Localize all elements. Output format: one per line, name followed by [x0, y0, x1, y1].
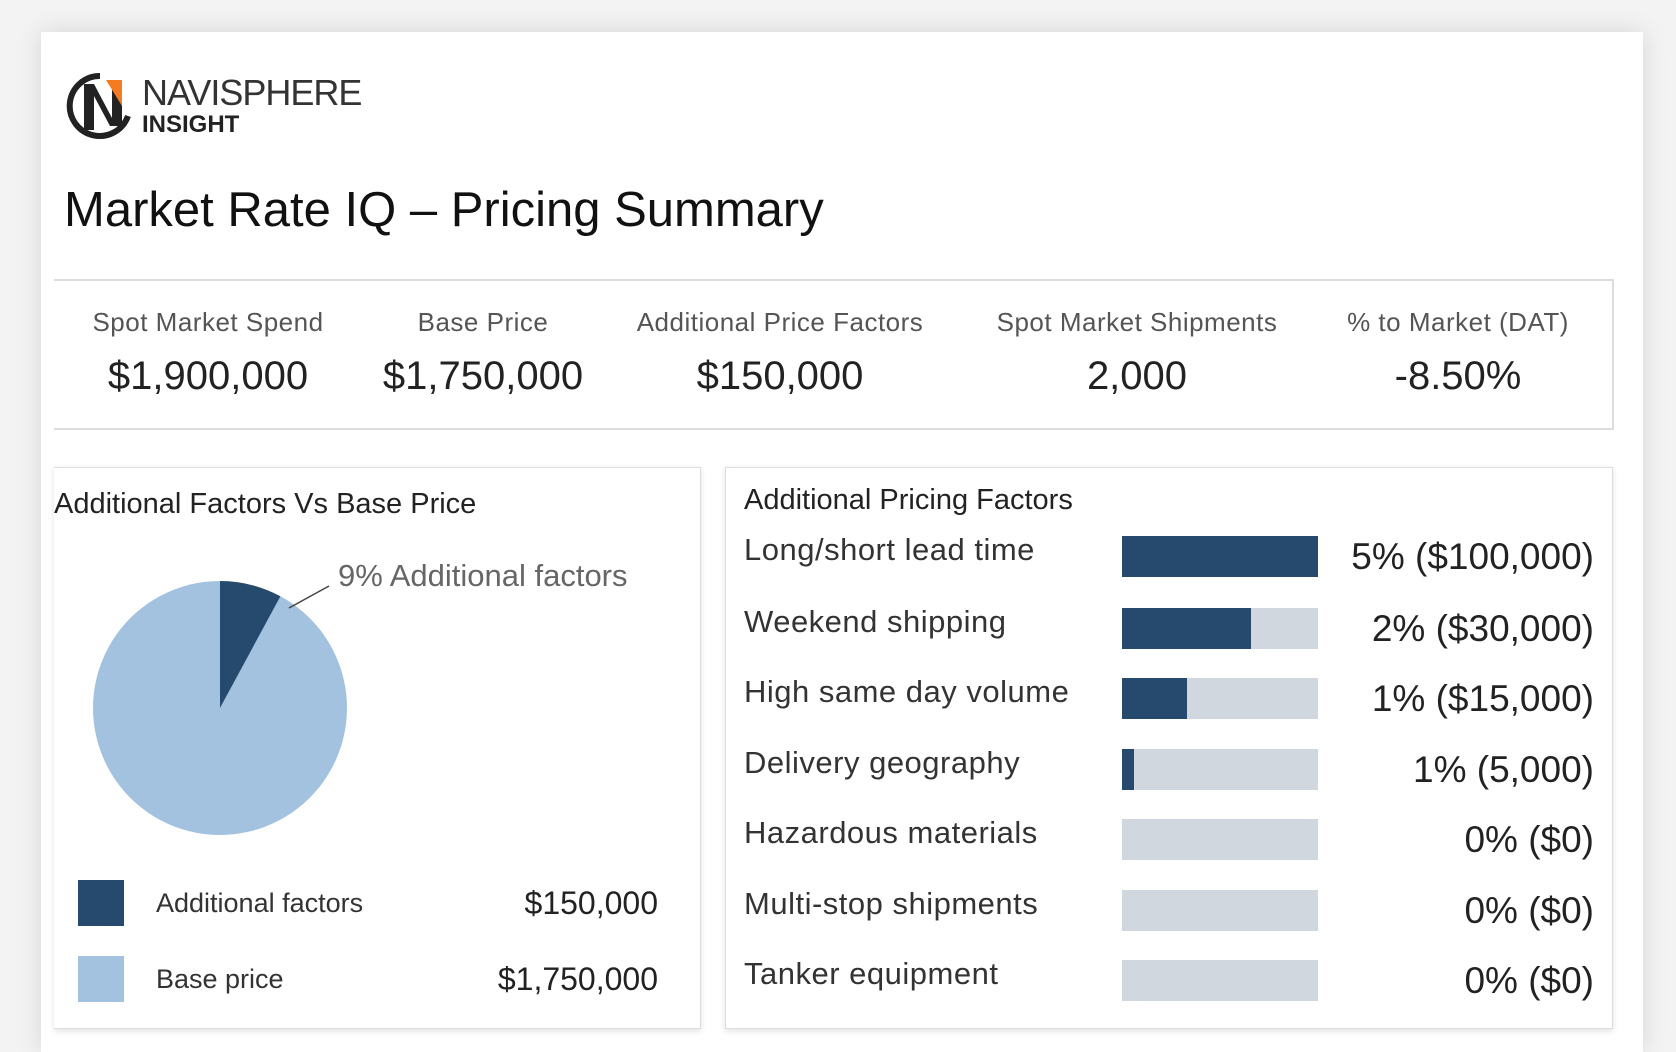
panel-title: Additional Factors Vs Base Price	[54, 488, 477, 520]
factor-row: Long/short lead time 5% ($100,000)	[744, 532, 1594, 578]
additional-vs-base-panel: Additional Factors Vs Base Price 9% Addi…	[54, 467, 701, 1029]
factor-value: 1% ($15,000)	[1371, 678, 1594, 719]
additional-pricing-factors-panel: Additional Pricing Factors Long/short le…	[725, 467, 1613, 1029]
factor-label: Multi-stop shipments	[744, 886, 1039, 921]
factor-bar-track	[1122, 960, 1318, 1001]
navisphere-logo: NAVISPHERE INSIGHT	[64, 70, 362, 142]
factor-row: Multi-stop shipments 0% ($0)	[744, 886, 1594, 932]
factor-bar-fill	[1122, 608, 1252, 649]
legend-value: $1,750,000	[497, 960, 658, 997]
factor-value: 1% (5,000)	[1413, 749, 1594, 790]
stat-value: $1,750,000	[382, 354, 584, 398]
factor-row: Tanker equipment 0% ($0)	[744, 956, 1594, 1002]
pie-chart: 9% Additional factors	[92, 558, 628, 835]
legend-swatch	[78, 880, 124, 926]
factor-label: Tanker equipment	[744, 956, 999, 991]
factor-bar-track	[1122, 890, 1318, 931]
logo-sub: INSIGHT	[142, 111, 240, 138]
logo-name: NAVISPHERE	[142, 72, 362, 113]
factor-bar-fill	[1122, 678, 1187, 719]
pie-callout: 9% Additional factors	[338, 558, 628, 593]
pie-slice-additional-factors	[220, 581, 281, 708]
factor-row: Weekend shipping 2% ($30,000)	[744, 604, 1594, 650]
factor-bar-track	[1122, 678, 1318, 719]
factor-bar-fill	[1122, 536, 1318, 577]
legend-item-additional: Additional factors $150,000	[78, 880, 658, 926]
factor-row: Delivery geography 1% (5,000)	[744, 745, 1594, 791]
factor-bar-track	[1122, 819, 1318, 860]
legend-value: $150,000	[524, 884, 658, 921]
factor-value: 2% ($30,000)	[1371, 608, 1594, 649]
stat-label: Spot Market Spend	[92, 307, 324, 337]
factor-value: 0% ($0)	[1464, 890, 1594, 931]
factor-label: Delivery geography	[744, 745, 1021, 780]
stat-value: $1,900,000	[107, 354, 309, 398]
stat-base-price: Base Price $1,750,000	[318, 307, 648, 399]
factor-bar-track	[1122, 536, 1318, 577]
factor-row: Hazardous materials 0% ($0)	[744, 815, 1594, 861]
legend-label: Additional factors	[156, 887, 364, 918]
stats-bar: Spot Market Spend $1,900,000 Base Price …	[54, 279, 1614, 430]
stat-label: % to Market (DAT)	[1347, 307, 1569, 337]
factor-label: High same day volume	[744, 674, 1070, 709]
factor-value: 5% ($100,000)	[1351, 536, 1594, 577]
factor-value: 0% ($0)	[1464, 960, 1594, 1001]
factor-bar-track	[1122, 608, 1318, 649]
stat-additional-price-factors: Additional Price Factors $150,000	[615, 307, 945, 399]
pie-callout-line	[288, 585, 330, 609]
stat-value: 2,000	[1086, 354, 1188, 398]
stat-label: Base Price	[417, 307, 549, 337]
legend-label: Base price	[156, 963, 284, 994]
factor-label: Weekend shipping	[744, 604, 1007, 639]
factor-label: Hazardous materials	[744, 815, 1038, 850]
stat-value: -8.50%	[1394, 354, 1522, 398]
legend-swatch	[78, 956, 124, 1002]
stat-label: Spot Market Shipments	[996, 307, 1278, 337]
page-title: Market Rate IQ – Pricing Summary	[64, 183, 824, 237]
stat-spot-market-spend: Spot Market Spend $1,900,000	[43, 307, 373, 399]
stat-label: Additional Price Factors	[636, 307, 924, 337]
factor-bar-track	[1122, 749, 1318, 790]
legend-item-base: Base price $1,750,000	[78, 956, 658, 1002]
stat-spot-market-shipments: Spot Market Shipments 2,000	[972, 307, 1302, 399]
factor-value: 0% ($0)	[1464, 819, 1594, 860]
stat-percent-to-market: % to Market (DAT) -8.50%	[1293, 307, 1623, 399]
factor-label: Long/short lead time	[744, 532, 1035, 567]
navisphere-logo-icon	[66, 72, 131, 139]
factor-row: High same day volume 1% ($15,000)	[744, 674, 1594, 720]
panel-title: Additional Pricing Factors	[744, 484, 1073, 516]
factor-bar-fill	[1122, 749, 1134, 790]
stat-value: $150,000	[696, 354, 864, 398]
